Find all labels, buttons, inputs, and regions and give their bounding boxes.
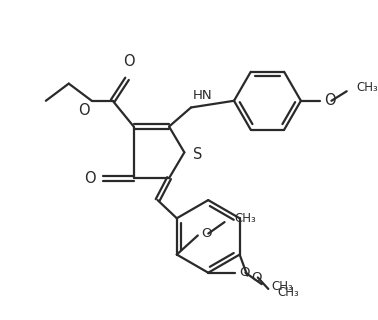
Text: O: O xyxy=(78,103,90,118)
Text: O: O xyxy=(324,93,335,108)
Text: O: O xyxy=(201,227,212,240)
Text: HN: HN xyxy=(193,89,212,102)
Text: CH₃: CH₃ xyxy=(278,286,300,299)
Text: CH₃: CH₃ xyxy=(271,280,293,292)
Text: CH₃: CH₃ xyxy=(356,81,378,94)
Text: O: O xyxy=(251,271,262,284)
Text: S: S xyxy=(193,147,202,162)
Text: O: O xyxy=(123,54,135,69)
Text: O: O xyxy=(239,266,249,279)
Text: O: O xyxy=(84,171,96,186)
Text: CH₃: CH₃ xyxy=(234,212,256,225)
